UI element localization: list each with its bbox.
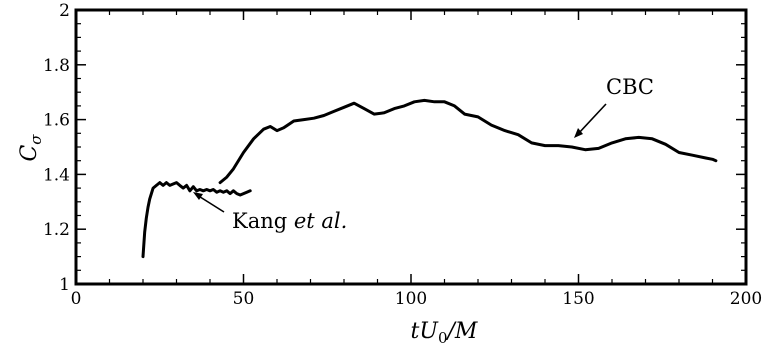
y-tick-label: 1.6 — [43, 111, 70, 131]
annotation-cbc-arrow-line — [577, 103, 607, 135]
x-tick-label: 50 — [233, 289, 255, 309]
y-tick-label: 1.8 — [43, 56, 70, 76]
annotation-cbc-text: CBC — [606, 75, 654, 99]
ticks-layer — [75, 9, 747, 285]
x-tick-label: 150 — [562, 289, 594, 309]
annotation-kang: Kang et al. — [193, 192, 347, 233]
series-layer — [141, 98, 718, 259]
y-tick-label: 1.2 — [43, 220, 70, 240]
x-tick-label: 100 — [395, 289, 427, 309]
y-axis-label: Cσ — [17, 134, 45, 162]
annotation-kang-text: Kang et al. — [232, 209, 347, 233]
annotation-kang-arrowhead — [193, 192, 203, 200]
annotation-cbc: CBC — [574, 75, 654, 138]
x-axis-label: tU0/M — [411, 319, 478, 347]
labels-layer: 0 50 100 150 200 1 1.2 1.4 1.6 1.8 2 — [43, 1, 762, 309]
y-tick-label: 1.4 — [43, 165, 70, 185]
x-tick-label: 0 — [71, 289, 82, 309]
series-line-cbc — [218, 98, 718, 185]
y-tick-label: 1 — [59, 275, 70, 295]
y-tick-label: 2 — [59, 1, 70, 21]
x-tick-label: 200 — [730, 289, 762, 309]
annotation-kang-arrow-line — [196, 194, 225, 213]
series-line-kang-et-al — [141, 181, 252, 259]
plot-frame — [74, 8, 748, 286]
annotation-cbc-arrowhead — [574, 128, 583, 138]
